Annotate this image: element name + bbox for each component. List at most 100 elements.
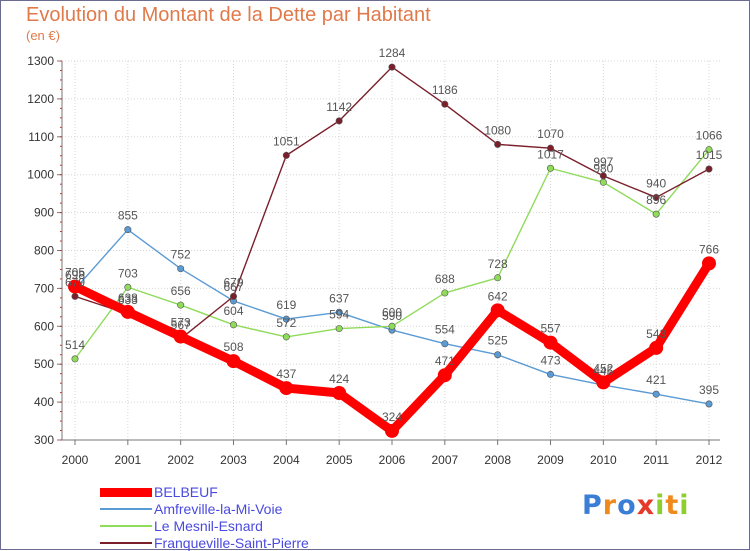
- y-tick-label: 600: [34, 319, 54, 333]
- data-point: [543, 335, 558, 350]
- data-label: 1017: [537, 147, 564, 161]
- data-point: [705, 165, 713, 173]
- logo-letter: i: [679, 490, 690, 521]
- data-label: 573: [171, 316, 191, 330]
- x-tick-label: 2006: [379, 453, 406, 467]
- x-tick-label: 2005: [326, 453, 353, 467]
- legend-item: Amfreville-la-Mi-Voie: [100, 501, 282, 517]
- y-tick-label: 1200: [27, 92, 54, 106]
- data-point: [230, 292, 238, 300]
- x-tick-label: 2011: [643, 453, 669, 467]
- data-label: 940: [646, 176, 666, 190]
- data-label: 752: [171, 248, 191, 262]
- data-label: 452: [593, 361, 613, 375]
- data-point: [124, 226, 132, 234]
- data-label: 421: [646, 373, 666, 387]
- logo-letter: x: [636, 490, 656, 521]
- data-label: 766: [699, 242, 719, 256]
- data-point: [494, 274, 502, 282]
- data-label: 679: [65, 275, 85, 289]
- x-tick-label: 2003: [220, 453, 247, 467]
- legend-swatch: [100, 508, 152, 510]
- y-tick-label: 800: [34, 244, 54, 258]
- legend-swatch: [100, 542, 152, 544]
- data-label: 525: [488, 334, 508, 348]
- data-point: [705, 146, 713, 154]
- data-point: [124, 283, 132, 291]
- legend-label: Amfreville-la-Mi-Voie: [154, 501, 283, 517]
- data-point: [596, 375, 611, 390]
- y-tick-label: 700: [34, 281, 54, 295]
- legend-item: Franqueville-Saint-Pierre: [100, 535, 309, 551]
- logo-letter: t: [665, 490, 680, 521]
- x-tick-label: 2000: [62, 453, 89, 467]
- y-tick-label: 1100: [28, 130, 54, 144]
- data-point: [705, 400, 713, 408]
- legend-label: Franqueville-Saint-Pierre: [154, 535, 309, 551]
- x-tick-label: 2007: [431, 453, 458, 467]
- data-point: [490, 303, 505, 318]
- series-layer: [68, 63, 716, 438]
- data-point: [230, 321, 238, 329]
- data-label: 703: [118, 266, 138, 280]
- data-point: [441, 340, 449, 348]
- data-label: 1051: [273, 134, 300, 148]
- data-point: [385, 423, 399, 438]
- data-label: 619: [276, 298, 296, 312]
- legend-swatch: [100, 487, 152, 497]
- proxiti-logo: Proxiti: [582, 490, 690, 521]
- data-label: 594: [329, 308, 349, 322]
- data-point: [441, 289, 449, 297]
- data-label: 637: [329, 291, 349, 305]
- x-tick-label: 2004: [273, 453, 300, 467]
- data-label: 1080: [484, 123, 511, 137]
- data-point: [282, 151, 290, 159]
- data-label: 445: [593, 364, 613, 378]
- data-point: [71, 355, 79, 363]
- data-label: 1070: [537, 127, 564, 141]
- y-tick-label: 900: [34, 206, 54, 220]
- data-point: [546, 164, 554, 172]
- data-point: [599, 178, 607, 186]
- data-label: 1284: [379, 46, 406, 60]
- data-point: [652, 193, 660, 201]
- data-label: 705: [65, 266, 85, 280]
- data-point: [388, 63, 396, 71]
- data-point: [546, 144, 554, 152]
- data-label: 590: [382, 309, 402, 323]
- x-tick-label: 2009: [537, 453, 564, 467]
- x-tick-label: 2001: [114, 453, 141, 467]
- data-point: [652, 390, 660, 398]
- data-point: [335, 308, 343, 316]
- data-label: 424: [329, 372, 349, 386]
- x-tick-label: 2010: [590, 453, 617, 467]
- data-point: [599, 172, 607, 180]
- data-label: 896: [646, 193, 666, 207]
- chart-subtitle: (en €): [26, 28, 60, 43]
- data-point: [494, 351, 502, 359]
- x-tick-label: 2002: [167, 453, 194, 467]
- data-label: 679: [223, 275, 243, 289]
- chart-title: Evolution du Montant de la Dette par Hab…: [26, 4, 431, 26]
- data-label: 567: [171, 318, 191, 332]
- legend-item: Le Mesnil-Esnard: [100, 518, 263, 534]
- data-label: 395: [699, 383, 719, 397]
- axis-layer: 300 400 500 600 700 800 900 1000 1100 1200 1300 200…: [27, 54, 722, 467]
- data-label: 1066: [696, 129, 723, 143]
- data-label: 698: [65, 268, 85, 282]
- data-point: [282, 333, 290, 341]
- data-point: [177, 301, 185, 309]
- data-point: [546, 370, 554, 378]
- legend-swatch: [100, 525, 152, 527]
- data-point: [226, 354, 241, 369]
- data-label: 633: [118, 293, 138, 307]
- data-label: 667: [223, 280, 243, 294]
- data-point: [649, 340, 664, 355]
- data-label: 471: [435, 354, 455, 368]
- data-point: [332, 386, 347, 401]
- data-label: 600: [382, 305, 402, 319]
- data-label: 638: [118, 291, 138, 305]
- data-label: 473: [540, 353, 560, 367]
